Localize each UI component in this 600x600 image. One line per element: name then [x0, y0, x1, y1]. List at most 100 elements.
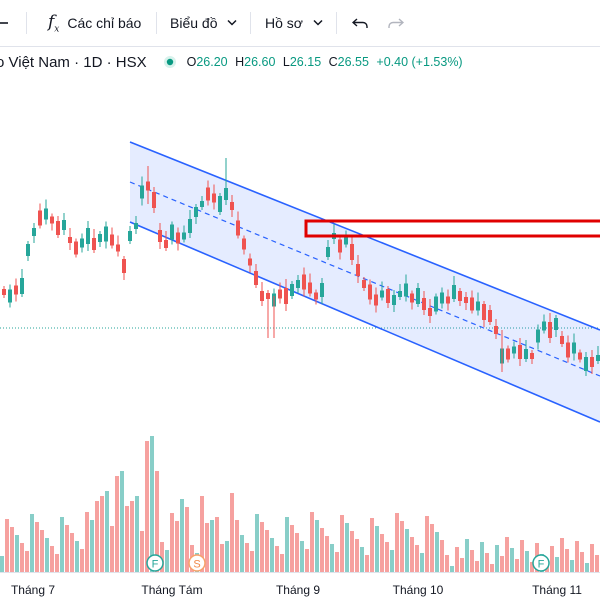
candle-body — [488, 310, 492, 322]
volume-bar — [565, 549, 569, 576]
volume-bar — [0, 556, 4, 576]
candle-body — [518, 345, 522, 359]
channel-lower-line[interactable] — [129, 221, 600, 423]
symbol-info-bar: o Việt Nam · 1D · HSX O26.20 H26.60 L26.… — [0, 50, 600, 74]
candle-body — [446, 296, 450, 304]
candle-body — [428, 308, 432, 316]
volume-bar — [275, 546, 279, 576]
event-marker-3[interactable]: F — [532, 554, 550, 572]
volume-bar — [75, 541, 79, 576]
volume-bar — [590, 544, 594, 576]
candle-body — [560, 336, 564, 344]
volume-bar — [335, 552, 339, 576]
candle-body — [338, 239, 342, 253]
event-marker-1[interactable]: F — [146, 554, 164, 572]
volume-bar — [205, 523, 209, 576]
volume-bar — [65, 525, 69, 576]
time-axis[interactable]: Tháng 7 Tháng Tám Tháng 9 Tháng 10 Tháng… — [0, 572, 600, 600]
toolbar-divider — [336, 12, 337, 34]
candle-body — [578, 352, 582, 360]
volume-bar — [235, 520, 239, 576]
redo-button[interactable] — [388, 0, 404, 46]
volume-bar — [115, 476, 119, 576]
volume-bar — [485, 553, 489, 576]
volume-bar — [30, 514, 34, 576]
price-chart[interactable]: F S F — [0, 76, 600, 576]
toolbar-divider — [156, 12, 157, 34]
indicators-label: Các chỉ báo — [67, 15, 142, 31]
volume-bar — [155, 471, 159, 576]
volume-bar — [570, 560, 574, 576]
candle-body — [164, 240, 168, 248]
candle-body — [140, 185, 144, 199]
candle-body — [116, 244, 120, 252]
candle-body — [188, 219, 192, 233]
volume-bar — [110, 526, 114, 576]
volume-bar — [415, 545, 419, 576]
volume-bar — [380, 534, 384, 576]
volume-bar — [555, 557, 559, 576]
time-axis-label: Tháng 7 — [10, 583, 56, 597]
candle-body — [422, 298, 426, 310]
time-axis-label: Tháng 10 — [392, 583, 444, 597]
candle-body — [374, 294, 378, 306]
candle-body — [110, 234, 114, 246]
volume-bar — [55, 554, 59, 576]
chart-area[interactable]: F S F — [0, 76, 600, 576]
candle-body — [218, 196, 222, 212]
indicators-button[interactable]: fx Các chỉ báo — [48, 0, 141, 46]
event-marker-2[interactable]: S — [188, 554, 206, 572]
event-marker-label: S — [193, 559, 200, 571]
volume-bar — [185, 507, 189, 576]
candle-body — [320, 283, 324, 297]
candle-body — [242, 238, 246, 250]
volume-bar — [230, 493, 234, 576]
candle-body — [254, 271, 258, 285]
volume-bar — [340, 515, 344, 576]
candle-body — [176, 232, 180, 244]
volume-bar — [225, 541, 229, 576]
volume-bar — [320, 528, 324, 576]
volume-bar — [575, 541, 579, 576]
candle-body — [290, 284, 294, 296]
volume-bar — [325, 536, 329, 576]
candle-body — [50, 216, 54, 224]
minus-icon — [0, 16, 12, 30]
profile-dropdown[interactable]: Hồ sơ — [265, 0, 323, 46]
volume-bar — [455, 547, 459, 576]
candle-body — [38, 210, 42, 226]
volume-bar — [80, 549, 84, 576]
high-value: 26.60 — [244, 55, 276, 69]
volume-bar — [580, 552, 584, 576]
volume-bar — [165, 550, 169, 576]
volume-bar — [10, 527, 14, 576]
volume-bar — [425, 516, 429, 576]
undo-button[interactable] — [352, 0, 368, 46]
volume-bar — [120, 471, 124, 576]
candle-body — [152, 192, 156, 208]
candle-body — [440, 292, 444, 304]
volume-bar — [250, 551, 254, 576]
candle-body — [32, 228, 36, 236]
volume-bar — [595, 555, 599, 576]
high-label: H — [235, 55, 245, 69]
volume-bar — [290, 525, 294, 576]
time-axis-label: Tháng 9 — [275, 583, 321, 597]
volume-bar — [490, 564, 494, 576]
candle-body — [368, 284, 372, 300]
candle-body — [128, 231, 132, 241]
market-status-dot-icon — [163, 55, 177, 69]
volume-bar — [175, 521, 179, 576]
candle-body — [302, 274, 306, 290]
resistance-box[interactable] — [304, 219, 600, 238]
volume-bar — [180, 499, 184, 576]
volume-bar — [510, 548, 514, 576]
volume-bar — [170, 513, 174, 576]
candle-body — [554, 318, 558, 330]
chart-type-dropdown[interactable]: Biểu đồ — [170, 0, 238, 46]
volume-bar — [255, 514, 259, 576]
volume-bar — [15, 535, 19, 576]
zoom-out-button[interactable] — [0, 0, 12, 46]
function-icon: fx — [48, 11, 60, 35]
low-label: L — [282, 55, 290, 69]
